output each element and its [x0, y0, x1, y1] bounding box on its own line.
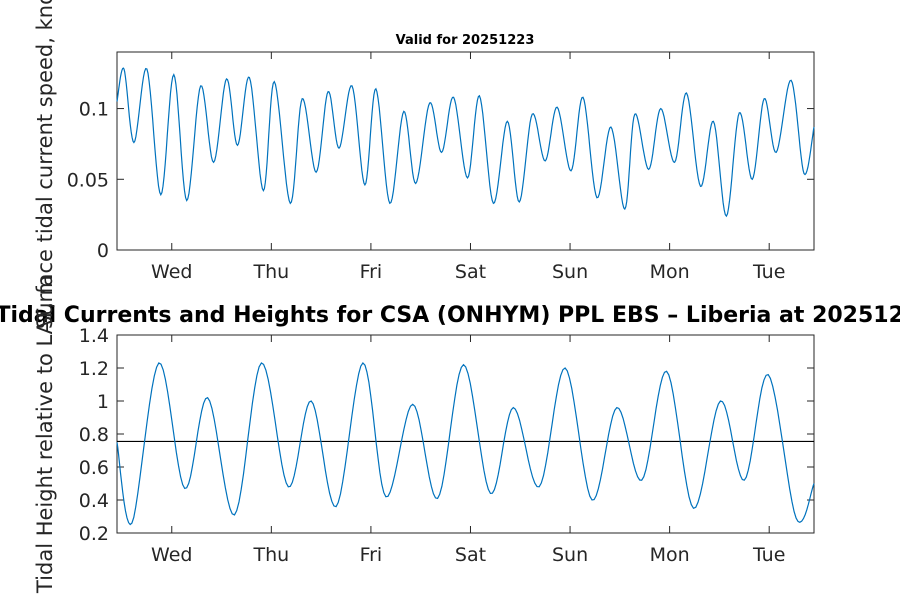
tidal-height-y-tick-label: 0.8: [79, 424, 109, 446]
current-speed-x-tick-label: Tue: [752, 261, 785, 283]
tidal-height-y-tick-label: 1.4: [79, 325, 109, 347]
tidal-height-ticks: Wed Thu Fri Sat Sun Mon Tue 0.2 0.4 0.6 0.8 1 1.2 1.4: [79, 325, 814, 566]
tidal-height-x-tick-label: Wed: [151, 544, 192, 566]
tidal-height-panel: Wed Thu Fri Sat Sun Mon Tue 0.2 0.4 0.6 0.8 1 1.2 1.4…: [33, 275, 815, 594]
figure-title: Tidal Currents and Heights for CSA (ONHY…: [0, 303, 900, 328]
tidal-height-y-tick-label: 0.2: [79, 523, 109, 545]
current-speed-x-tick-label: Wed: [151, 261, 192, 283]
tidal-height-y-tick-label: 0.6: [79, 457, 109, 479]
tidal-height-x-tick-label: Sat: [455, 544, 486, 566]
current-speed-x-tick-label: Mon: [650, 261, 690, 283]
tidal-height-x-tick-label: Tue: [752, 544, 785, 566]
tidal-height-x-tick-label: Thu: [252, 544, 289, 566]
current-speed-ticks: Wed Thu Fri Sat Sun Mon Tue 0 0.05 0.1: [67, 52, 814, 283]
tidal-height-y-tick-label: 0.4: [79, 490, 109, 512]
tidal-height-x-tick-label: Mon: [650, 544, 690, 566]
current-speed-series-line: [116, 67, 815, 218]
current-speed-x-tick-label: Sat: [455, 261, 486, 283]
current-speed-panel: Valid for 20251223 Wed Thu Fri Sat Sun Mon Tue…: [33, 0, 815, 329]
tidal-height-x-tick-label: Sun: [552, 544, 588, 566]
current-speed-axes-box: [116, 51, 815, 251]
tidal-height-y-tick-label: 1.2: [79, 358, 109, 380]
current-speed-x-tick-label: Thu: [252, 261, 289, 283]
tidal-height-axes-box: [116, 334, 815, 534]
current-speed-ylabel: Surface tidal current speed, knots: [33, 0, 57, 329]
current-speed-x-tick-label: Sun: [552, 261, 588, 283]
current-speed-title: Valid for 20251223: [396, 33, 535, 48]
current-speed-y-tick-label: 0.1: [79, 99, 109, 121]
tidal-height-x-tick-label: Fri: [360, 544, 383, 566]
current-speed-y-tick-label: 0.05: [67, 169, 109, 191]
tidal-height-ylabel: Tidal Height relative to LAT, m: [33, 275, 57, 594]
current-speed-x-tick-label: Fri: [360, 261, 383, 283]
tidal-height-series-line: [116, 362, 815, 526]
tidal-height-y-tick-label: 1: [97, 391, 109, 413]
current-speed-y-tick-label: 0: [97, 240, 109, 262]
